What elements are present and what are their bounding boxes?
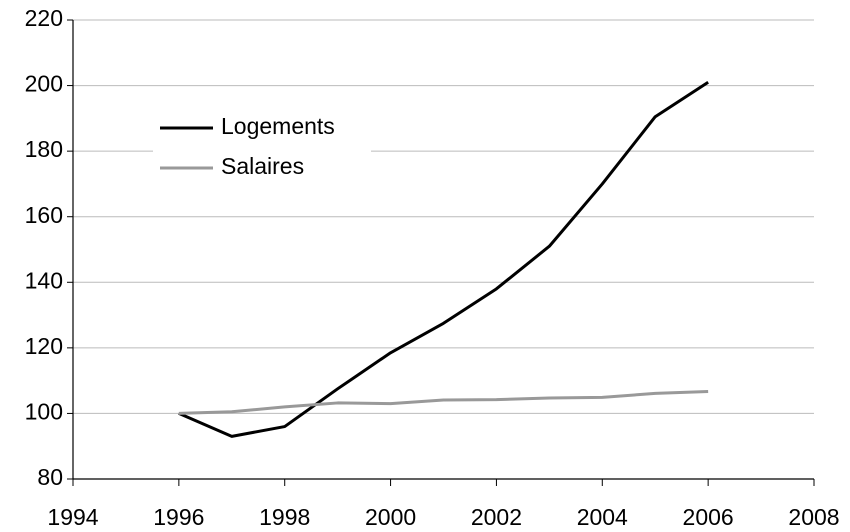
y-tick-label: 80 [37,464,63,490]
y-tick-label: 140 [25,267,63,293]
y-tick-label: 100 [25,399,63,425]
y-tick-label: 220 [25,5,63,31]
y-tick-label: 200 [25,71,63,97]
x-tick-label: 1994 [47,504,98,530]
legend-label: Logements [221,113,335,139]
x-tick-label: 2002 [471,504,522,530]
x-tick-label: 1998 [259,504,310,530]
x-tick-label: 2008 [788,504,839,530]
x-tick-label: 2000 [365,504,416,530]
x-tick-label: 1996 [153,504,204,530]
series-line [178,81,709,438]
y-tick-label: 120 [25,333,63,359]
x-tick-label: 2006 [683,504,734,530]
series-line [178,389,709,415]
y-tick-label: 180 [25,136,63,162]
legend-label: Salaires [221,153,304,179]
legend-box [153,110,371,190]
x-tick-label: 2004 [577,504,628,530]
y-tick-label: 160 [25,202,63,228]
